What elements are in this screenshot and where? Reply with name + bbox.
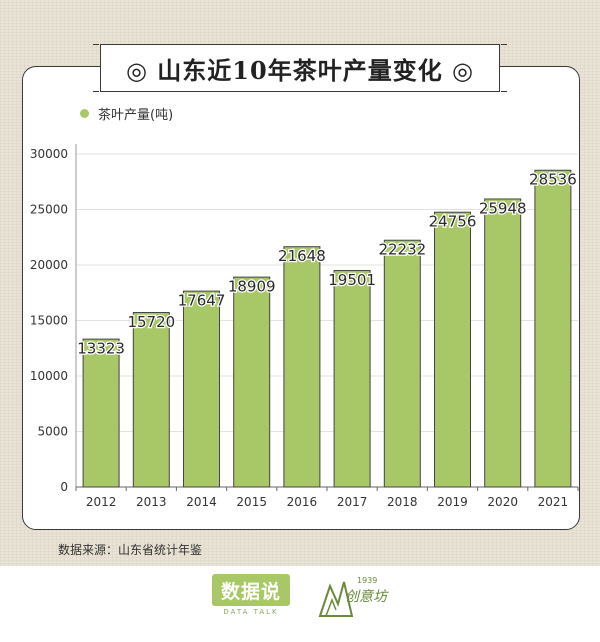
legend: 茶叶产量(吨) [80,104,173,123]
data-label: 18909 [228,278,276,296]
x-tick-label: 2014 [186,495,217,509]
partner-logo-icon [318,581,354,617]
bar [484,198,522,488]
data-label: 25948 [479,199,527,217]
legend-swatch [80,109,89,118]
x-tick-label: 2020 [487,495,518,509]
x-tick-label: 2018 [387,495,418,509]
legend-label: 茶叶产量(吨) [98,108,174,123]
x-tick-label: 2013 [136,495,167,509]
partner-logo-year: 1939 [357,576,378,585]
y-tick-label: 15000 [30,314,68,328]
brand-tagline: DATA TALK [223,608,279,616]
source-note: 数据来源：山东省统计年鉴 [58,543,203,557]
data-label: 28536 [529,171,577,189]
bar [82,338,120,488]
data-label: 19501 [328,271,376,289]
bar [534,169,572,488]
y-tick-label: 20000 [30,258,68,272]
bar [132,312,170,488]
y-tick-label: 5000 [37,425,68,439]
bar [383,239,421,488]
x-tick-label: 2015 [236,495,267,509]
bar [434,211,471,488]
footer [0,566,600,642]
x-tick-label: 2016 [287,495,318,509]
data-label: 15720 [127,313,175,331]
data-label: 13323 [77,340,125,358]
data-label: 17647 [178,292,226,310]
bar [283,246,321,488]
y-tick-label: 0 [60,480,68,494]
partner-logo-name: 创意坊 [345,589,387,605]
data-label: 22232 [378,241,426,259]
y-tick-label: 10000 [30,369,68,383]
chart-title: ◎ 山东近10年茶叶产量变化 ◎ [126,55,474,85]
x-tick-label: 2017 [337,495,368,509]
y-tick-label: 30000 [30,147,68,161]
title-banner: ◎ 山东近10年茶叶产量变化 ◎ [93,44,507,92]
bar [333,270,371,488]
y-tick-label: 25000 [30,203,68,217]
x-tick-label: 2021 [538,495,569,509]
bar [233,276,271,488]
x-tick-label: 2012 [86,495,117,509]
brand-logo: 数据说 [212,574,290,606]
bar-chart: 0 5000 10000 15000 20000 25000 30000 13323 2012 1… [30,144,579,509]
bar [183,290,220,488]
data-label: 24756 [429,213,477,231]
x-tick-label: 2019 [437,495,468,509]
data-label: 21648 [278,247,326,265]
